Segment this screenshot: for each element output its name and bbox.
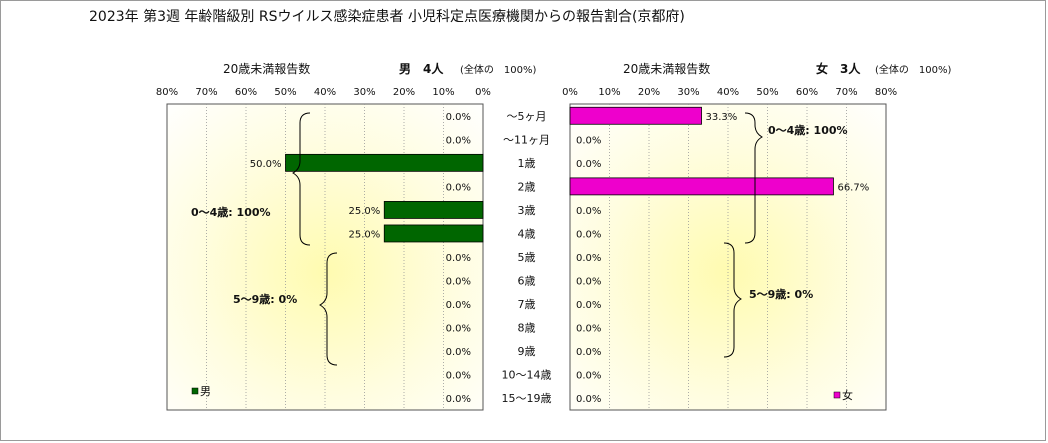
male-x-tick-label: 50% (274, 87, 296, 98)
female-value-label: 0.0% (576, 394, 601, 405)
male-x-tick-label: 30% (353, 87, 375, 98)
male-brace-0-4 (291, 112, 311, 246)
female-group-label-0-4: 0～4歳: 100% (768, 123, 848, 137)
female-overall-label: (全体の 100%) (875, 63, 951, 76)
female-value-label: 0.0% (576, 347, 601, 358)
female-legend-label: 女 (842, 388, 853, 402)
female-bar (569, 177, 834, 196)
female-value-label: 0.0% (576, 300, 601, 311)
female-x-tick-label: 80% (875, 87, 897, 98)
category-label: 6歳 (518, 275, 536, 288)
female-header-label: 20歳未満報告数 (623, 61, 710, 76)
female-x-tick-label: 60% (796, 87, 818, 98)
male-legend-swatch (191, 387, 199, 395)
female-value-label: 0.0% (576, 371, 601, 382)
female-count-label: 女 3人 (816, 61, 861, 76)
male-x-tick-label: 80% (156, 87, 178, 98)
male-count-label: 男 4人 (399, 61, 444, 76)
male-x-tick-label: 70% (195, 87, 217, 98)
category-label: 2歳 (518, 180, 536, 193)
male-x-tick-label: 60% (235, 87, 257, 98)
category-label: 15～19歳 (502, 392, 552, 405)
category-label: 10～14歳 (502, 369, 552, 382)
male-x-tick-label: 20% (393, 87, 415, 98)
category-label: 7歳 (518, 298, 536, 311)
category-label: ～5ヶ月 (507, 110, 547, 123)
female-x-tick-label: 30% (677, 87, 699, 98)
category-label: 8歳 (518, 322, 536, 335)
female-value-label: 0.0% (576, 229, 601, 240)
category-label: 5歳 (518, 251, 536, 264)
male-value-label: 0.0% (446, 253, 471, 264)
male-value-label: 25.0% (348, 229, 380, 240)
female-group-label-5-9: 5～9歳: 0% (749, 287, 813, 301)
female-x-tick-label: 0% (562, 87, 578, 98)
male-value-label: 50.0% (250, 159, 282, 170)
female-value-label: 0.0% (576, 206, 601, 217)
female-x-tick-label: 10% (598, 87, 620, 98)
male-x-tick-label: 0% (475, 87, 491, 98)
chart-title: 2023年 第3週 年齢階級別 RSウイルス感染症患者 小児科定点医療機関からの… (89, 8, 685, 25)
male-brace-5-9 (318, 252, 338, 366)
female-value-label: 0.0% (576, 324, 601, 335)
category-label: 9歳 (518, 345, 536, 358)
category-label: ～11ヶ月 (503, 133, 550, 146)
female-value-label: 33.3% (706, 112, 738, 123)
male-overall-label: (全体の 100%) (460, 63, 536, 76)
male-value-label: 0.0% (446, 324, 471, 335)
female-value-label: 0.0% (576, 135, 601, 146)
male-header-label: 20歳未満報告数 (223, 61, 310, 76)
female-value-label: 0.0% (576, 277, 601, 288)
male-value-label: 0.0% (446, 394, 471, 405)
male-value-label: 0.0% (446, 347, 471, 358)
male-bar (285, 153, 484, 172)
female-value-label: 66.7% (837, 182, 869, 193)
category-label: 3歳 (518, 204, 536, 217)
male-bar (383, 201, 484, 219)
male-value-label: 0.0% (446, 135, 471, 146)
male-legend-label: 男 (200, 385, 211, 398)
female-brace-5-9 (723, 242, 743, 358)
male-value-label: 0.0% (446, 300, 471, 311)
male-value-label: 0.0% (446, 182, 471, 193)
male-group-label-0-4: 0～4歳: 100% (191, 205, 271, 219)
male-value-label: 25.0% (348, 206, 380, 217)
male-x-tick-label: 10% (432, 87, 454, 98)
female-x-tick-label: 40% (717, 87, 739, 98)
female-x-tick-label: 70% (835, 87, 857, 98)
male-value-label: 0.0% (446, 371, 471, 382)
female-value-label: 0.0% (576, 253, 601, 264)
female-brace-0-4 (744, 112, 764, 244)
male-x-tick-label: 40% (314, 87, 336, 98)
female-x-tick-label: 20% (638, 87, 660, 98)
male-group-label-5-9: 5～9歳: 0% (233, 292, 297, 306)
male-value-label: 0.0% (446, 277, 471, 288)
female-value-label: 0.0% (576, 159, 601, 170)
male-bar (383, 224, 484, 243)
female-legend-swatch (833, 391, 841, 399)
category-label: 1歳 (518, 157, 536, 170)
female-bar (569, 106, 702, 125)
female-x-tick-label: 50% (756, 87, 778, 98)
category-label: 4歳 (518, 227, 536, 240)
male-value-label: 0.0% (446, 112, 471, 123)
